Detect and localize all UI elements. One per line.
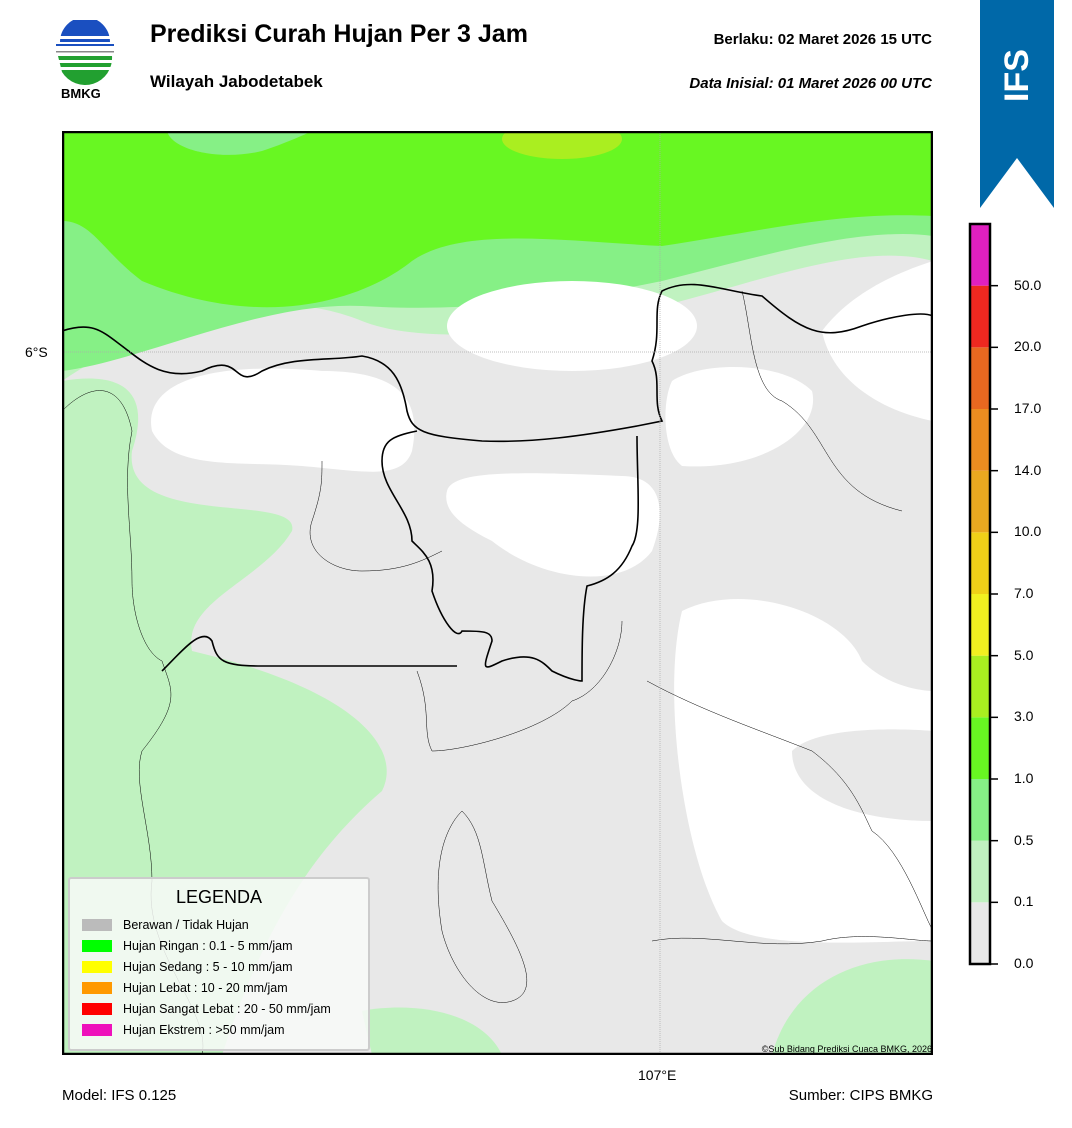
lat-label: 6°S	[25, 344, 48, 360]
colorbar-tick-label: 1.0	[1014, 770, 1034, 786]
colorbar-segment	[970, 594, 990, 656]
colorbar-tick-label: 0.1	[1014, 893, 1034, 910]
map-frame	[62, 131, 933, 1055]
clear-area	[447, 281, 697, 371]
legend-label: Hujan Ringan : 0.1 - 5 mm/jam	[123, 938, 293, 953]
colorbar-tick-label: 20.0	[1014, 338, 1042, 355]
legend-item: Hujan Ekstrem : >50 mm/jam	[70, 1019, 368, 1040]
colorbar	[968, 222, 998, 966]
legend-item: Hujan Lebat : 10 - 20 mm/jam	[70, 977, 368, 998]
legend-item: Berawan / Tidak Hujan	[70, 914, 368, 935]
colorbar-tick-label: 17.0	[1014, 400, 1042, 416]
colorbar-segment	[970, 779, 990, 841]
logo-text: BMKG	[61, 86, 101, 101]
colorbar-segment	[970, 347, 990, 409]
colorbar-tick-label: 5.0	[1014, 646, 1034, 663]
colorbar-tick-label: 14.0	[1014, 461, 1042, 478]
colorbar-tick-label: 3.0	[1014, 708, 1034, 725]
colorbar-segment	[970, 532, 990, 594]
colorbar-tick-label: 0.0	[1014, 955, 1034, 971]
copyright: ©Sub Bidang Prediksi Cuaca BMKG, 2026	[761, 1044, 932, 1054]
colorbar-segment	[970, 902, 990, 964]
legend-item: Hujan Sedang : 5 - 10 mm/jam	[70, 956, 368, 977]
colorbar-segment	[970, 470, 990, 533]
bmkg-logo	[56, 20, 114, 85]
colorbar-segment	[970, 409, 990, 471]
colorbar-segment	[970, 655, 990, 718]
model-ribbon	[980, 0, 1054, 208]
valid-time: Berlaku: 02 Maret 2026 15 UTC	[713, 31, 932, 48]
model-badge-text: IFS	[997, 48, 1036, 102]
map-legend: LEGENDA Berawan / Tidak Hujan Hujan Ringa…	[68, 877, 370, 1051]
page-title: Prediksi Curah Hujan Per 3 Jam	[150, 20, 528, 48]
legend-label: Hujan Sedang : 5 - 10 mm/jam	[123, 959, 293, 974]
coastline	[62, 283, 933, 682]
region-subtitle: Wilayah Jabodetabek	[150, 72, 323, 91]
legend-label: Hujan Ekstrem : >50 mm/jam	[123, 1022, 285, 1037]
legend-swatch	[82, 918, 112, 931]
rain-area-1	[62, 131, 933, 308]
colorbar-segment	[970, 285, 990, 348]
colorbar-segment	[970, 224, 990, 286]
legend-swatch	[82, 981, 112, 994]
legend-label: Hujan Sangat Lebat : 20 - 50 mm/jam	[123, 1001, 331, 1016]
legend-label: Hujan Lebat : 10 - 20 mm/jam	[123, 980, 288, 995]
colorbar-tick-label: 10.0	[1014, 523, 1042, 540]
legend-swatch	[82, 1002, 112, 1015]
legend-swatch	[82, 939, 112, 952]
source-label: Sumber: CIPS BMKG	[788, 1087, 933, 1104]
legend-item: Hujan Ringan : 0.1 - 5 mm/jam	[70, 935, 368, 956]
legend-title: LEGENDA	[175, 887, 263, 907]
model-badge: IFS	[980, 0, 1054, 150]
colorbar-tick-label: 7.0	[1014, 585, 1034, 601]
colorbar-segment	[970, 840, 990, 903]
initial-time: Data Inisial: 01 Maret 2026 00 UTC	[689, 75, 932, 92]
legend-swatch	[82, 1023, 112, 1036]
colorbar-segment	[970, 717, 990, 779]
legend-item: Hujan Sangat Lebat : 20 - 50 mm/jam	[70, 998, 368, 1019]
lon-label: 107°E	[638, 1067, 677, 1083]
colorbar-tick-label: 0.5	[1014, 831, 1034, 848]
model-label: Model: IFS 0.125	[62, 1087, 177, 1104]
legend-swatch	[82, 960, 112, 973]
legend-label: Berawan / Tidak Hujan	[123, 917, 249, 932]
colorbar-tick-label: 50.0	[1014, 276, 1042, 293]
rain-area-3	[502, 131, 622, 159]
